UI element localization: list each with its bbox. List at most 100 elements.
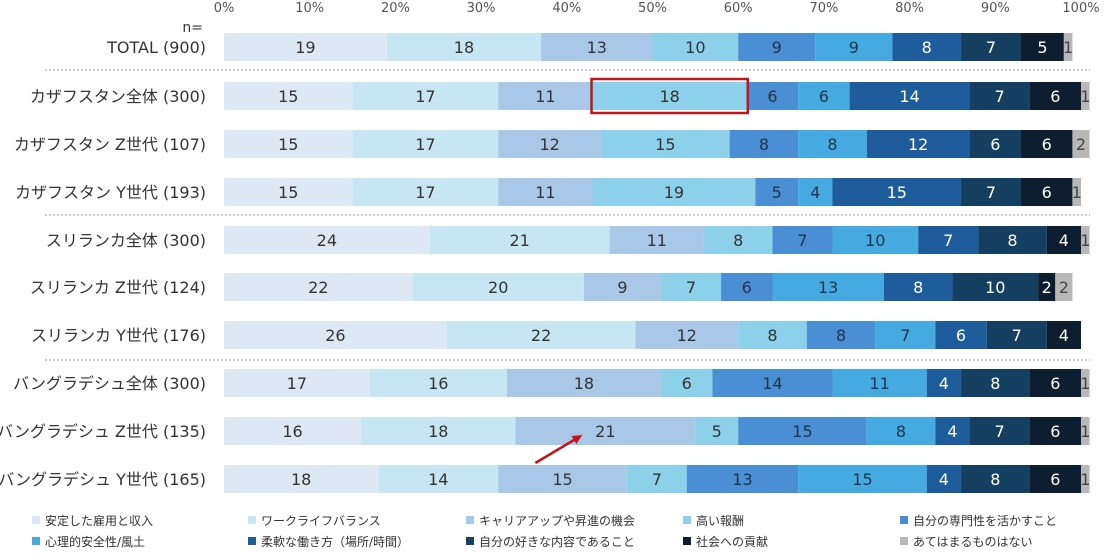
bar-segment xyxy=(926,369,962,397)
data-label: 2 xyxy=(1042,278,1052,297)
data-label: 7 xyxy=(986,38,996,57)
bar-segment xyxy=(386,33,542,61)
data-label: 21 xyxy=(509,231,529,250)
bar-segment xyxy=(592,178,756,206)
data-label: 7 xyxy=(994,87,1004,106)
data-label: 15 xyxy=(792,422,812,441)
bar-segment xyxy=(1046,321,1081,349)
bar-segment xyxy=(609,226,704,254)
data-label: 2 xyxy=(1059,278,1069,297)
bar-segment xyxy=(1029,82,1081,110)
data-label: 6 xyxy=(819,87,829,106)
x-tick-label: 90% xyxy=(981,1,1010,16)
data-label: 15 xyxy=(852,470,872,489)
bar-segment xyxy=(746,82,799,110)
data-label: 6 xyxy=(1050,470,1060,489)
bar-segment xyxy=(224,178,353,206)
data-label: 11 xyxy=(535,183,555,202)
data-label: 8 xyxy=(922,38,932,57)
bar-segment xyxy=(798,465,927,493)
row-label: スリランカ全体 (300) xyxy=(46,231,206,250)
bar-segment xyxy=(429,226,610,254)
bar-segment xyxy=(352,82,499,110)
data-label: 4 xyxy=(810,183,820,202)
row-label: スリランカ Z世代 (124) xyxy=(30,278,206,297)
data-label: 6 xyxy=(1050,422,1060,441)
n-label: n= xyxy=(182,20,203,36)
bar-segment xyxy=(755,178,799,206)
data-label: 2 xyxy=(1076,135,1086,154)
data-label: 1 xyxy=(1080,422,1090,441)
data-label: 14 xyxy=(762,374,782,393)
bar-segment xyxy=(369,369,507,397)
bar-segment xyxy=(738,33,816,61)
x-tick-label: 10% xyxy=(295,1,324,16)
bar-segment xyxy=(224,33,387,61)
bar-segment xyxy=(798,178,833,206)
x-tick-label: 100% xyxy=(1062,1,1099,16)
bar-segment xyxy=(541,33,653,61)
bar-segment xyxy=(1021,130,1073,158)
data-label: 11 xyxy=(869,374,889,393)
data-label: 7 xyxy=(686,278,696,297)
bar-segment xyxy=(866,130,970,158)
bar-segment xyxy=(883,273,953,301)
data-label: 9 xyxy=(849,38,859,57)
data-label: 8 xyxy=(733,231,743,250)
data-label: 9 xyxy=(617,278,627,297)
bar-segment xyxy=(772,273,884,301)
data-label: 24 xyxy=(317,231,337,250)
data-label: 17 xyxy=(287,374,307,393)
legend-label: 高い報酬 xyxy=(696,513,744,528)
bar-segment xyxy=(1081,82,1090,110)
data-label: 13 xyxy=(732,470,752,489)
bar-segment xyxy=(815,33,893,61)
highlight-arrow-head xyxy=(571,435,583,444)
data-label: 14 xyxy=(899,87,919,106)
x-tick-label: 20% xyxy=(381,1,410,16)
data-label: 19 xyxy=(295,38,315,57)
data-label: 15 xyxy=(655,135,675,154)
bar-segment xyxy=(378,465,499,493)
x-tick-label: 60% xyxy=(724,1,753,16)
data-label: 8 xyxy=(990,374,1000,393)
data-label: 22 xyxy=(308,278,328,297)
row-label: バングラデシュ Z世代 (135) xyxy=(0,422,206,441)
data-label: 13 xyxy=(587,38,607,57)
legend-swatch xyxy=(683,537,691,545)
bar-segment xyxy=(498,130,602,158)
data-label: 8 xyxy=(836,326,846,345)
bar-segment xyxy=(729,130,799,158)
data-label: 22 xyxy=(531,326,551,345)
bar-segment xyxy=(721,273,773,301)
data-label: 15 xyxy=(552,470,572,489)
data-label: 4 xyxy=(1059,231,1069,250)
bar-segment xyxy=(969,417,1030,445)
data-label: 1 xyxy=(1080,470,1090,489)
bar-segment xyxy=(1081,465,1090,493)
bar-segment xyxy=(1081,369,1090,397)
data-label: 15 xyxy=(278,183,298,202)
data-label: 7 xyxy=(994,422,1004,441)
data-label: 1 xyxy=(1063,38,1073,57)
data-label: 18 xyxy=(291,470,311,489)
bar-segment xyxy=(515,417,696,445)
data-label: 11 xyxy=(647,231,667,250)
bar-segment xyxy=(935,321,987,349)
bar-segment xyxy=(498,465,627,493)
bar-segment xyxy=(224,82,353,110)
data-label: 6 xyxy=(990,135,1000,154)
bar-segment xyxy=(361,417,516,445)
data-label: 5 xyxy=(772,183,782,202)
legend-swatch xyxy=(900,516,908,524)
legend-swatch xyxy=(248,537,256,545)
bar-segment xyxy=(806,321,876,349)
bar-segment xyxy=(224,321,447,349)
bar-segment xyxy=(1081,417,1090,445)
legend-swatch xyxy=(683,516,691,524)
bar-segment xyxy=(935,417,970,445)
bar-segment xyxy=(352,130,499,158)
x-tick-label: 40% xyxy=(552,1,581,16)
bar-segment xyxy=(1063,33,1073,61)
data-label: 8 xyxy=(990,470,1000,489)
